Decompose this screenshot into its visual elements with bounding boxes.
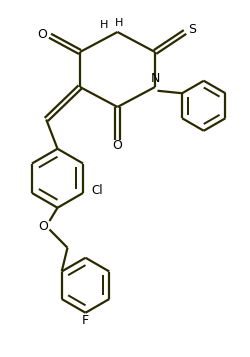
Text: H: H: [114, 18, 123, 28]
Text: S: S: [188, 23, 196, 36]
Text: H: H: [100, 20, 108, 30]
Text: F: F: [82, 314, 89, 327]
Text: O: O: [37, 28, 47, 41]
Text: N: N: [150, 72, 160, 85]
Text: O: O: [38, 221, 48, 233]
Text: Cl: Cl: [91, 184, 102, 197]
Text: O: O: [112, 139, 122, 152]
